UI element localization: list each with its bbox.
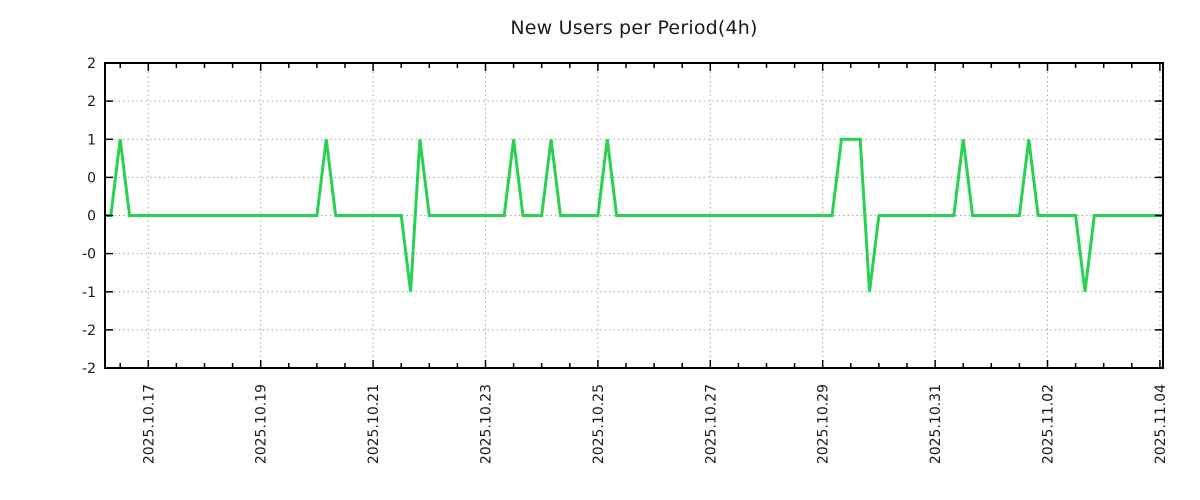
svg-text:2: 2 [87,94,96,110]
series-line [105,137,1163,292]
svg-text:-1: -1 [82,285,96,301]
svg-text:2025.11.04: 2025.11.04 [1153,384,1169,464]
svg-text:-0: -0 [82,247,96,263]
x-axis-labels: 2025.10.17 2025.10.19 2025.10.21 2025.10.23… [141,384,1169,464]
svg-text:2025.10.27: 2025.10.27 [703,384,719,464]
chart-title: New Users per Period(4h) [510,17,758,39]
svg-text:2: 2 [87,56,96,72]
svg-text:2025.10.29: 2025.10.29 [816,384,832,464]
svg-text:0: 0 [87,170,96,186]
svg-text:2025.10.31: 2025.10.31 [928,384,944,464]
svg-text:2025.10.17: 2025.10.17 [141,384,157,464]
svg-text:-2: -2 [82,361,96,377]
svg-text:1: 1 [87,132,96,148]
y-axis-labels: 2 2 1 0 0 -0 -1 -2 -2 [82,56,96,377]
axis-ticks [105,62,1163,369]
svg-text:2025.11.02: 2025.11.02 [1041,384,1057,464]
svg-text:0: 0 [87,209,96,225]
svg-text:2025.10.23: 2025.10.23 [479,384,495,464]
svg-text:2025.10.21: 2025.10.21 [366,384,382,464]
svg-text:-2: -2 [82,323,96,339]
svg-text:2025.10.25: 2025.10.25 [591,384,607,464]
svg-text:2025.10.19: 2025.10.19 [254,384,270,464]
